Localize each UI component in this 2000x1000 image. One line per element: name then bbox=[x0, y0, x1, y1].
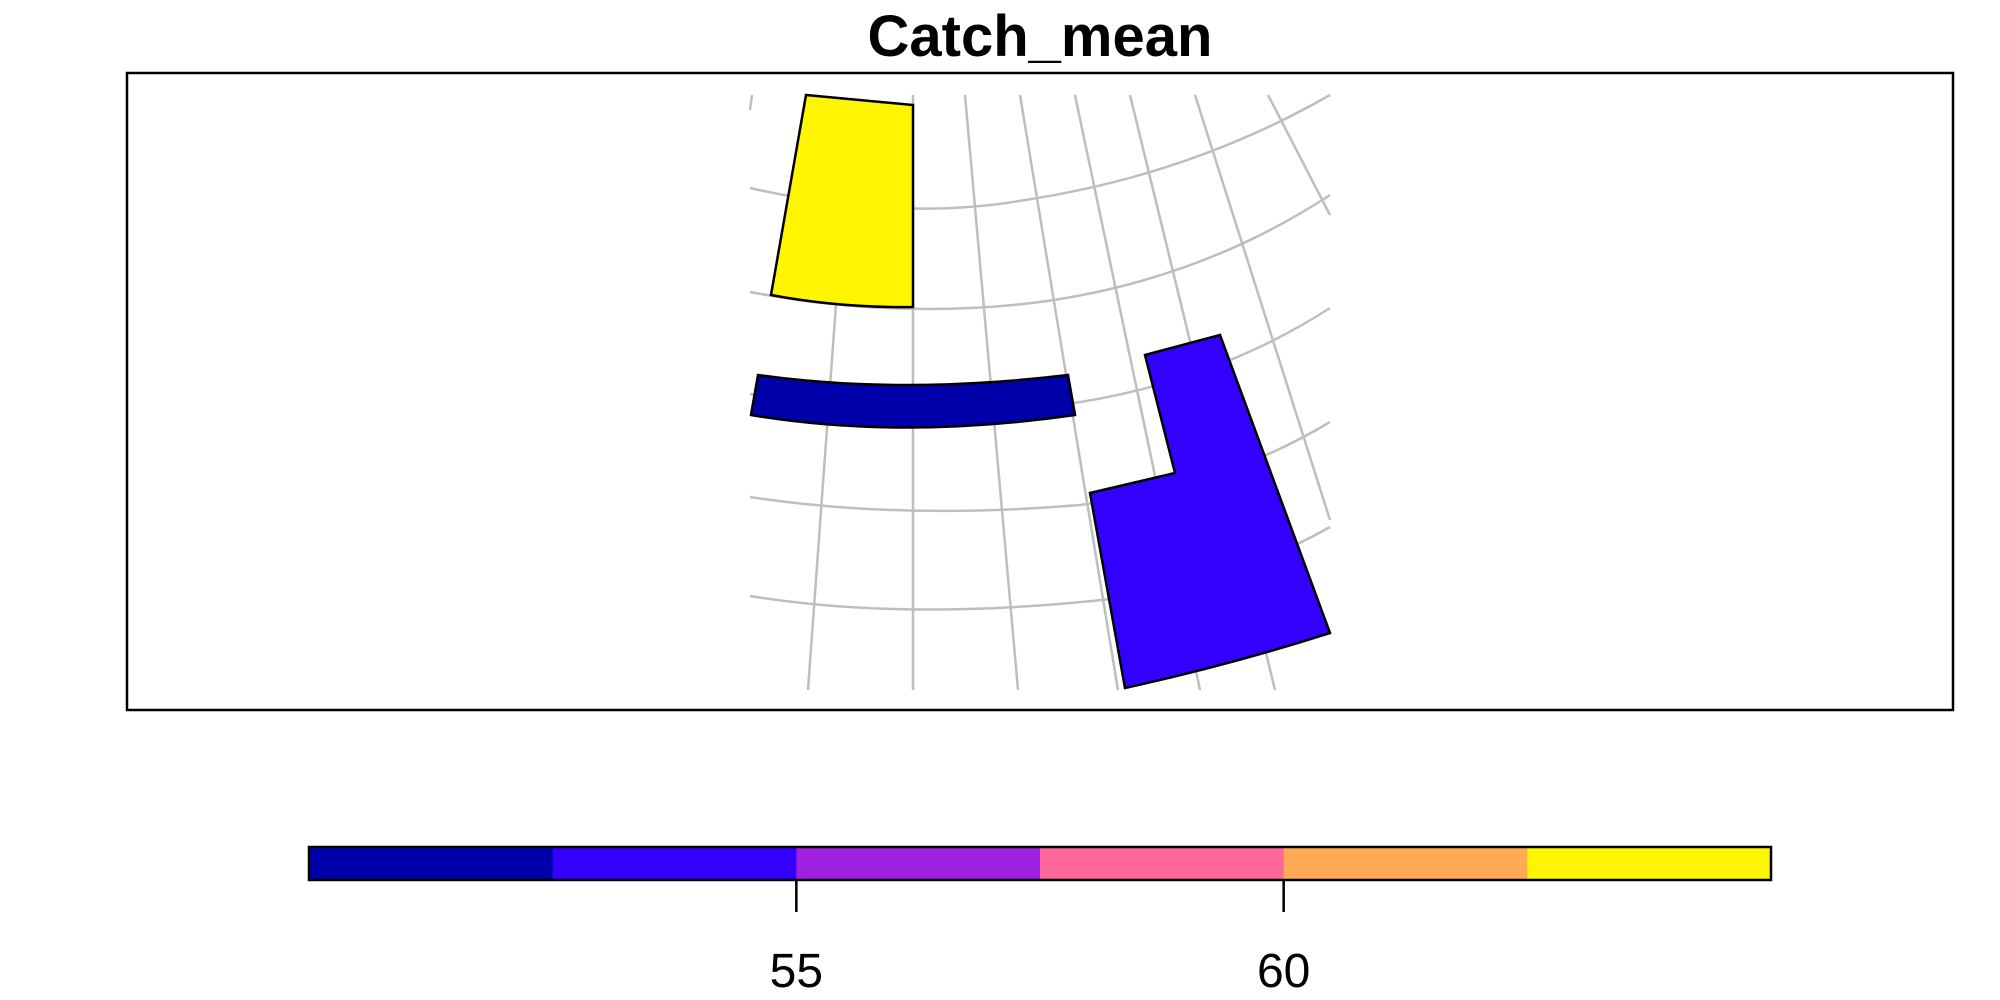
color-legend: 55 60 bbox=[307, 845, 1773, 998]
legend-swatch bbox=[1527, 847, 1772, 880]
legend-border bbox=[307, 845, 1773, 882]
graticule-meridian bbox=[1193, 94, 1332, 521]
legend-swatch bbox=[1040, 847, 1285, 880]
region-north-cell[interactable] bbox=[769, 93, 915, 309]
region-central-band[interactable] bbox=[749, 373, 1077, 429]
legend-swatch bbox=[552, 847, 797, 880]
legend-tick-label: 55 bbox=[770, 945, 823, 998]
legend-swatch bbox=[796, 847, 1041, 880]
graticule-meridian bbox=[1266, 94, 1332, 216]
map-frame bbox=[125, 71, 1955, 712]
legend-swatch bbox=[1283, 847, 1528, 880]
legend-tick-label: 60 bbox=[1257, 945, 1310, 998]
map-title: Catch_mean bbox=[867, 4, 1213, 69]
legend-swatch bbox=[309, 847, 554, 880]
region-southeast-block[interactable] bbox=[1088, 333, 1332, 690]
graticule-meridian bbox=[748, 94, 754, 111]
